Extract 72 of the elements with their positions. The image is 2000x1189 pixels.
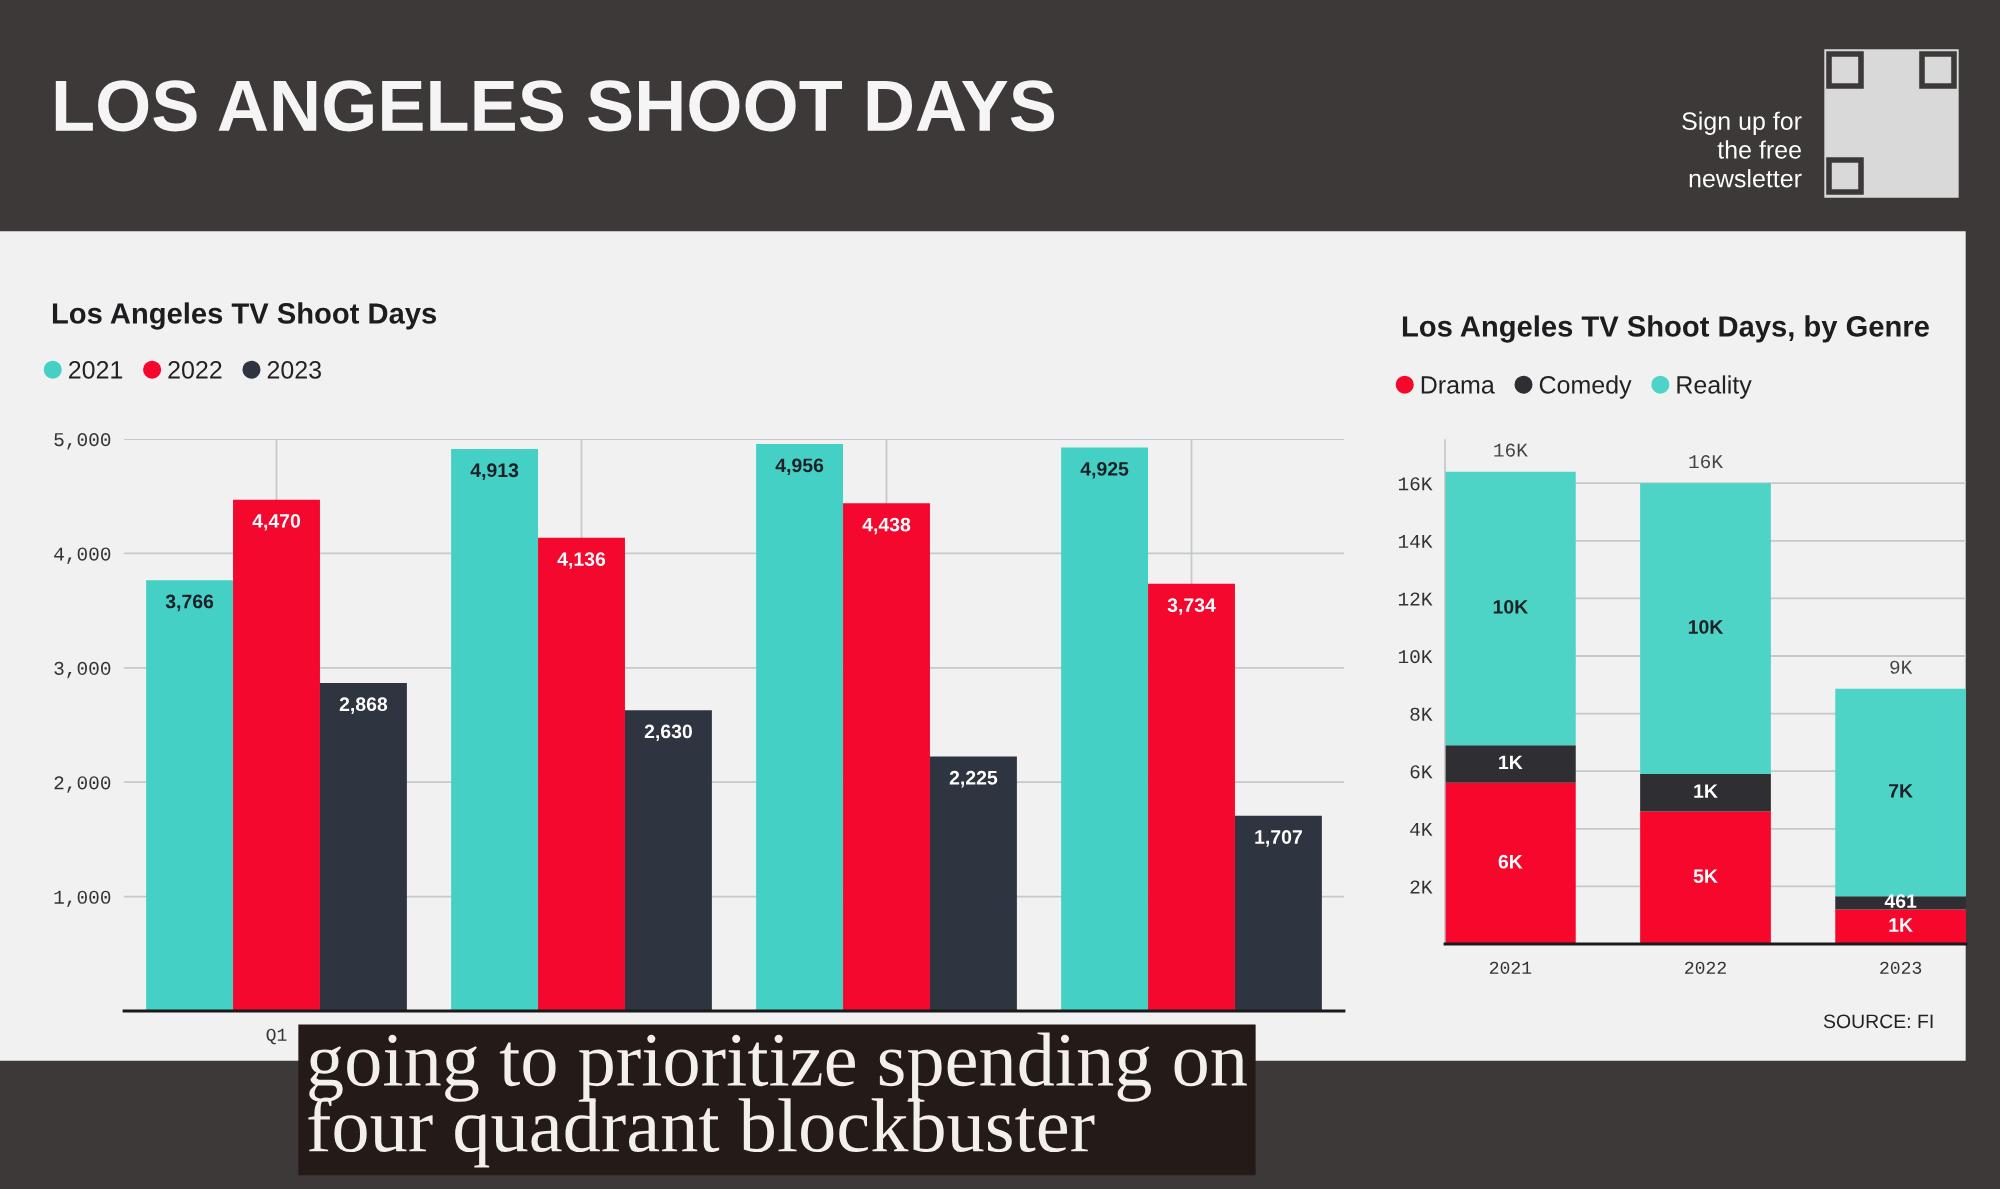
data-label: 6K xyxy=(1498,854,1523,869)
y-tick-label: 1,000 xyxy=(54,890,111,908)
data-label: 10K xyxy=(1688,620,1724,634)
total-label: 16K xyxy=(1494,443,1528,457)
bar xyxy=(451,448,539,1011)
data-label: 3,734 xyxy=(1167,598,1216,615)
y-tick-label: 16K xyxy=(1398,477,1433,491)
y-tick-label: 3,000 xyxy=(54,661,111,679)
bar xyxy=(1640,774,1771,812)
y-tick-label: 8K xyxy=(1410,707,1433,721)
total-label: 16K xyxy=(1689,455,1723,469)
text: LOS ANGELES SHOOT DAYS xyxy=(55,80,1055,132)
y-tick-label: 2,000 xyxy=(54,776,111,793)
legend-label: Drama xyxy=(1421,376,1495,394)
bar xyxy=(756,444,844,1011)
x-tick-label: 2022 xyxy=(1685,961,1726,974)
chart-title: Los Angeles TV Shoot Days xyxy=(52,302,437,330)
bar xyxy=(1148,583,1235,1011)
y-tick-label: 4,000 xyxy=(54,547,111,564)
data-label: 1K xyxy=(1499,755,1523,770)
x-tick-label: 2023 xyxy=(1880,961,1922,974)
bar xyxy=(233,499,320,1011)
bar xyxy=(1445,745,1576,783)
y-tick-label: 10K xyxy=(1398,650,1433,664)
data-label: 4,438 xyxy=(862,517,911,535)
data-label: 3,766 xyxy=(165,594,214,612)
data-label: 461 xyxy=(1884,894,1917,909)
legend-label: 2022 xyxy=(168,361,222,379)
bar xyxy=(1640,483,1771,775)
bar xyxy=(1640,811,1771,944)
data-label: 1,707 xyxy=(1255,830,1302,847)
bar xyxy=(1445,471,1576,746)
source-note: SOURCE: FI xyxy=(1823,1014,1933,1029)
data-label: 5K xyxy=(1693,869,1718,883)
data-label: 2,630 xyxy=(644,724,692,742)
y-tick-label: 4K xyxy=(1410,823,1433,836)
data-label: 4,913 xyxy=(470,463,519,480)
y-tick-label: 14K xyxy=(1398,535,1433,548)
data-label: 4,470 xyxy=(252,514,301,531)
bar xyxy=(538,537,625,1011)
data-label: 4,925 xyxy=(1080,461,1129,479)
bar xyxy=(146,580,234,1011)
text: going to prioritize spending on four quadrant blockbuster xyxy=(308,1032,1247,1168)
bar xyxy=(1234,815,1322,1011)
legend-label: Comedy xyxy=(1539,375,1632,399)
data-label: 4,136 xyxy=(557,552,606,569)
y-tick-label: 6K xyxy=(1410,765,1433,779)
bar xyxy=(843,503,930,1011)
x-tick-label: Q1 xyxy=(266,1028,287,1045)
x-tick-label: 2021 xyxy=(1489,961,1532,974)
legend-label: 2021 xyxy=(69,361,123,379)
bar xyxy=(1445,782,1576,944)
y-tick-label: 12K xyxy=(1398,592,1433,606)
bar xyxy=(319,682,407,1011)
data-label: 10K xyxy=(1493,599,1529,614)
data-label: 2,225 xyxy=(949,770,998,788)
legend-label: 2023 xyxy=(267,361,321,379)
text: Sign up for the free newsletter xyxy=(1682,111,1802,188)
y-tick-label: 5,000 xyxy=(54,433,111,450)
data-label: 2,868 xyxy=(339,697,388,714)
legend-label: Reality xyxy=(1677,375,1752,399)
bar xyxy=(1061,447,1149,1011)
data-label: 4,956 xyxy=(775,458,824,476)
bar xyxy=(1835,909,1966,944)
chart-title: Los Angeles TV Shoot Days, by Genre xyxy=(1402,315,1929,343)
data-label: 1K xyxy=(1694,784,1718,798)
data-label: 7K xyxy=(1889,784,1913,798)
bar xyxy=(929,756,1017,1011)
y-tick-label: 2K xyxy=(1410,880,1433,894)
data-label: 1K xyxy=(1889,918,1913,932)
bar xyxy=(624,710,712,1011)
total-label: 9K xyxy=(1890,660,1913,674)
